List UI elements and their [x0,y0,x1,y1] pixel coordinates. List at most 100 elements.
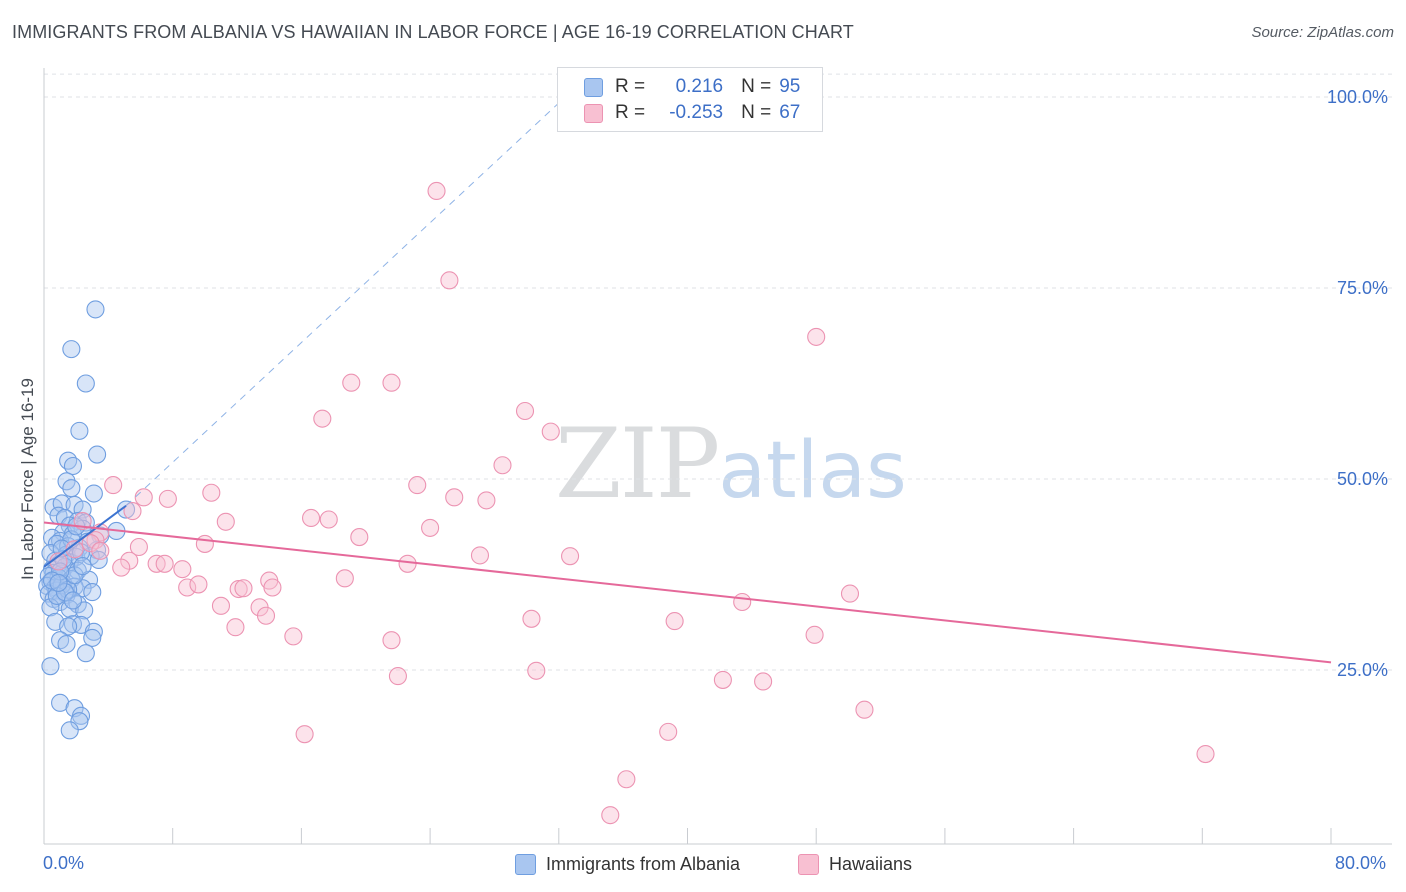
series-legend-albania: Immigrants from Albania [515,852,740,876]
chart-title: IMMIGRANTS FROM ALBANIA VS HAWAIIAN IN L… [12,22,854,42]
point-hawaiians [855,700,874,719]
point-hawaiians [158,489,177,508]
point-hawaiians [112,558,131,577]
point-albania [83,628,102,647]
point-hawaiians [427,181,446,201]
source-label: Source: ZipAtlas.com [1251,24,1394,41]
point-hawaiians [398,554,417,573]
series-swatch-albania [515,853,536,875]
point-albania [73,557,92,576]
point-hawaiians [155,554,174,573]
point-albania [62,479,81,498]
point-albania [60,721,79,740]
legend-r-value: 0.216 [675,76,724,97]
point-hawaiians [123,502,142,521]
point-hawaiians [335,569,354,588]
point-albania [49,573,68,592]
x-tick-label-max: 80.0% [1335,853,1387,873]
watermark: ZIPatlas [555,408,907,520]
point-albania [59,617,78,636]
point-albania [76,374,95,393]
point-hawaiians [319,510,338,529]
point-albania [70,712,89,731]
point-hawaiians [195,534,214,553]
point-hawaiians [302,508,321,528]
point-hawaiians [561,547,580,566]
legend-n-label: N = [741,102,772,123]
point-hawaiians [295,725,314,744]
point-hawaiians [617,770,636,789]
point-albania [41,598,60,617]
point-hawaiians [216,512,235,531]
x-tick-label-min: 0.0% [43,853,85,873]
y-axis-label-wrap: In Labor Force | Age 16-19 [14,360,44,660]
point-hawaiians [522,609,541,628]
point-albania [63,456,83,476]
point-hawaiians [659,722,678,741]
point-albania [41,657,60,676]
point-hawaiians [202,483,221,502]
watermark-zip: ZIP [555,408,720,520]
point-hawaiians [173,560,192,579]
point-hawaiians [515,401,535,421]
point-hawaiians [493,456,512,475]
y-tick-label-100: 100.0% [1327,87,1389,107]
legend-row-hawaiians: R = -0.253 N = 67 [584,101,800,125]
point-albania [86,300,105,319]
point-hawaiians [234,579,253,598]
point-hawaiians [382,631,401,650]
point-hawaiians [527,661,546,680]
watermark-atlas: atlas [718,426,907,516]
point-hawaiians [470,546,490,565]
series-swatch-hawaiians [798,853,819,875]
y-axis-label: In Labor Force | Age 16-19 [18,378,37,580]
legend-n-value: 95 [779,76,801,97]
point-hawaiians [440,271,459,290]
trend-line-albania [43,504,127,568]
point-albania [57,634,76,654]
point-albania [59,451,78,470]
y-tick-label-50: 50.0% [1337,469,1389,489]
point-hawaiians [86,531,105,550]
point-hawaiians [1196,744,1215,764]
legend-r-label: R = [615,102,646,123]
point-hawaiians [104,476,123,495]
point-hawaiians [388,667,407,686]
point-hawaiians [81,534,100,553]
point-hawaiians [445,488,464,507]
point-albania [62,340,81,359]
point-albania [84,484,103,503]
point-albania [89,550,108,570]
point-hawaiians [73,511,92,531]
point-albania [88,445,107,464]
point-hawaiians [256,606,276,625]
point-hawaiians [313,409,332,428]
point-hawaiians [421,518,440,537]
point-hawaiians [477,491,496,510]
point-albania [63,591,83,610]
point-hawaiians [342,373,361,392]
legend-row-albania: R = 0.216 N = 95 [584,75,800,99]
point-hawaiians [805,625,824,644]
legend-n-value: 67 [779,102,801,123]
point-hawaiians [541,422,560,441]
point-albania [84,622,103,641]
point-hawaiians [134,488,153,507]
y-tick-label-75: 75.0% [1337,278,1389,298]
point-hawaiians [129,537,148,557]
point-hawaiians [408,476,427,495]
point-hawaiians [226,618,245,637]
point-albania [83,583,102,602]
point-hawaiians [665,612,684,631]
point-hawaiians [350,528,369,547]
point-hawaiians [263,578,282,597]
correlation-legend: R = 0.216 N = 95 R = -0.253 N = 67 [557,67,823,132]
point-hawaiians [840,584,860,603]
point-albania [116,500,136,519]
point-hawaiians [229,579,248,599]
point-hawaiians [713,670,732,689]
point-hawaiians [189,575,208,594]
point-hawaiians [733,592,752,612]
trend-extension-albania [125,96,566,507]
